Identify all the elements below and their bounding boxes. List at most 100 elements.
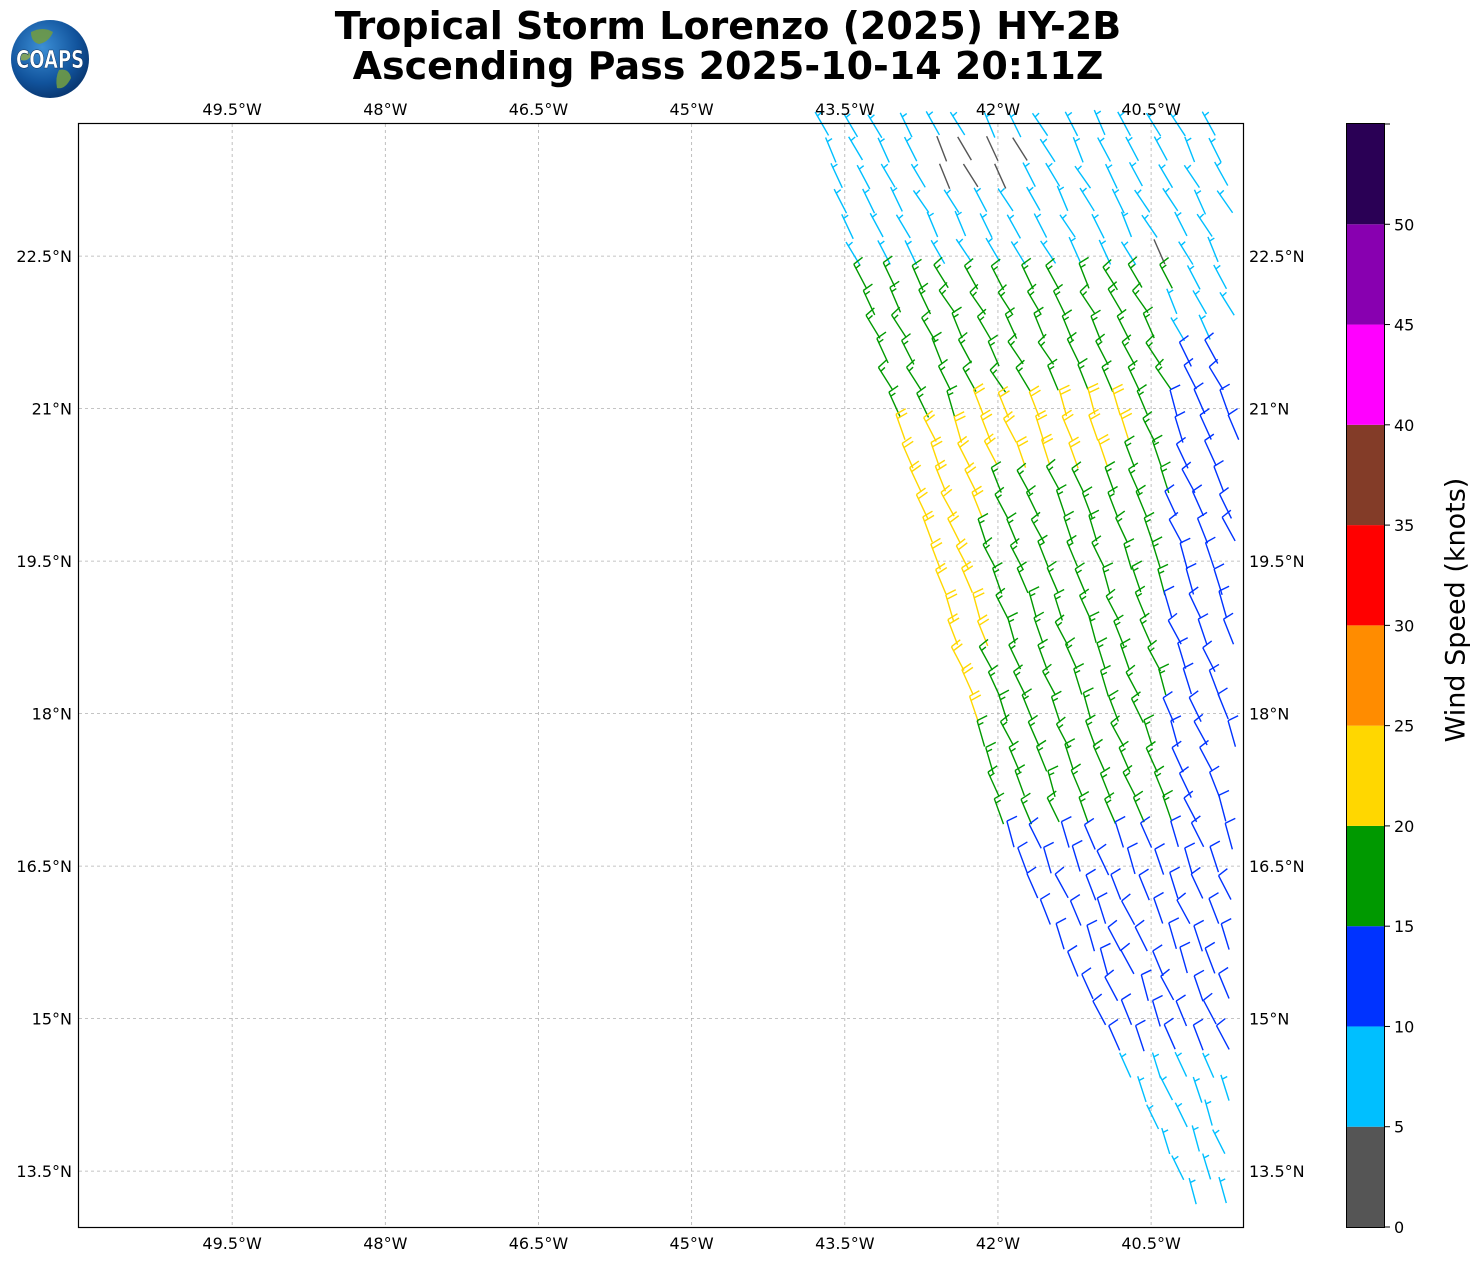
wind-barb — [1162, 187, 1179, 212]
barb-feather — [1120, 638, 1131, 645]
barb-half-feather — [1010, 340, 1016, 346]
wind-barb — [1085, 714, 1096, 747]
wind-barb — [957, 435, 971, 468]
wind-barb — [1053, 588, 1065, 621]
barb-staff — [1120, 949, 1135, 975]
barb-half-feather — [993, 569, 1000, 573]
barb-half-feather — [1055, 291, 1061, 296]
barb-feather — [876, 331, 887, 340]
colorbar-ticks: 0 5 10 15 20 25 30 35 40 45 50 — [1384, 123, 1414, 1237]
barb-staff — [1064, 743, 1074, 770]
barb-half-feather — [1186, 164, 1192, 170]
barb-feather — [995, 587, 1006, 596]
wind-barb — [1159, 256, 1173, 289]
barb-half-feather — [1029, 592, 1036, 597]
barb-feather — [992, 561, 1003, 569]
barb-half-feather — [890, 392, 896, 397]
wind-barb — [1179, 941, 1191, 974]
barb-feather — [1152, 994, 1163, 1002]
wind-barb — [1058, 384, 1071, 417]
barb-staff — [1177, 642, 1187, 669]
wind-barb — [1204, 433, 1217, 466]
wind-barb — [1088, 611, 1100, 643]
barb-feather — [1059, 384, 1070, 391]
wind-barb — [1142, 306, 1155, 339]
barb-half-feather — [1072, 770, 1079, 775]
barb-staff — [876, 338, 889, 364]
wind-barb — [955, 238, 972, 263]
lat-tick-label-left: 18°N — [32, 705, 72, 724]
barb-staff — [1162, 187, 1179, 212]
barb-feather — [1203, 992, 1213, 1001]
barb-half-feather — [1048, 797, 1055, 803]
barb-feather — [1160, 968, 1170, 977]
wind-barb — [926, 211, 939, 238]
barb-staff — [1088, 515, 1098, 542]
wind-barb — [1014, 764, 1026, 797]
barb-feather — [1122, 764, 1133, 773]
barb-half-feather — [1048, 772, 1055, 776]
wind-barb — [909, 460, 922, 493]
wind-barb — [899, 112, 913, 138]
barb-half-feather — [1057, 491, 1064, 495]
barb-feather — [1143, 511, 1155, 519]
barb-staff — [1202, 999, 1217, 1025]
wind-barb — [1039, 892, 1051, 925]
wind-barb — [905, 359, 922, 391]
barb-feather — [1205, 536, 1216, 544]
coaps-logo: COAPS — [11, 20, 89, 98]
barb-half-feather — [946, 189, 952, 195]
barb-feather — [937, 566, 948, 575]
barb-staff — [1096, 850, 1110, 876]
wind-barb — [1199, 408, 1212, 440]
barb-feather — [988, 664, 999, 673]
barb-half-feather — [1097, 340, 1103, 346]
barb-feather — [963, 565, 974, 573]
barb-feather — [1221, 509, 1232, 518]
barb-half-feather — [1118, 316, 1125, 321]
barb-feather — [1085, 868, 1096, 876]
barb-half-feather — [1121, 1053, 1127, 1058]
wind-barb — [994, 486, 1009, 519]
lon-tick-label-bottom: 45°W — [670, 1234, 714, 1253]
barb-half-feather — [923, 317, 929, 323]
wind-barb — [1045, 458, 1061, 491]
barb-feather — [946, 385, 958, 392]
wind-barb — [865, 307, 881, 339]
wind-barb — [1120, 993, 1133, 1026]
wind-barb — [1020, 792, 1033, 825]
barb-feather — [947, 613, 958, 621]
barb-feather — [1063, 510, 1075, 518]
wind-barb — [1104, 461, 1116, 493]
barb-feather — [994, 486, 1005, 495]
barb-feather — [1118, 740, 1129, 749]
wind-barb — [1102, 562, 1114, 594]
barb-feather — [1042, 437, 1054, 445]
wind-barb — [983, 433, 998, 465]
barb-feather — [1135, 585, 1146, 593]
wind-barb — [1012, 137, 1028, 161]
wind-barb — [930, 537, 943, 570]
wind-barb — [1045, 257, 1060, 290]
lat-tick-label-left: 13.5°N — [16, 1162, 72, 1181]
barb-staff — [990, 467, 1002, 493]
wind-barb — [1101, 360, 1114, 392]
barb-feather — [1028, 586, 1040, 593]
barb-half-feather — [1148, 112, 1154, 118]
wind-barb — [853, 256, 867, 289]
barb-staff — [1169, 872, 1179, 899]
wind-barb — [1059, 214, 1076, 238]
barb-half-feather — [1086, 721, 1093, 726]
barb-half-feather — [1058, 186, 1065, 191]
barb-feather — [1095, 333, 1106, 342]
wind-barb — [923, 410, 937, 442]
barb-feather — [1027, 714, 1039, 723]
barb-feather — [1007, 333, 1017, 342]
barb-feather — [1071, 461, 1082, 469]
barb-feather — [1182, 662, 1194, 669]
barb-feather — [1155, 358, 1164, 368]
lat-tick-label-right: 18°N — [1249, 705, 1289, 724]
wind-barb — [895, 408, 908, 440]
wind-barb — [1042, 663, 1057, 696]
barb-half-feather — [1082, 290, 1088, 296]
